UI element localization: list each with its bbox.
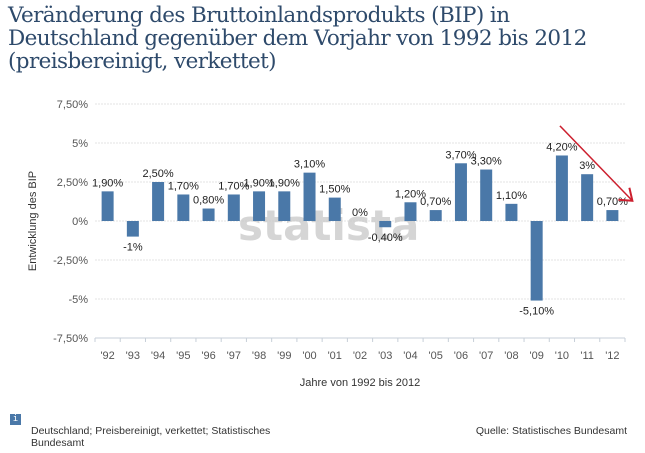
- data-label: 0,70%: [597, 196, 628, 208]
- data-label: 1,70%: [168, 180, 199, 192]
- arrow-shaft: [559, 125, 633, 202]
- bar[interactable]: [202, 208, 215, 221]
- data-label: 3,70%: [445, 149, 476, 161]
- data-label: -1%: [123, 242, 143, 254]
- x-tick-label: '05: [429, 350, 443, 362]
- x-tick-label: '10: [555, 350, 569, 362]
- y-tick-label: 5%: [72, 138, 88, 150]
- data-label: 1,70%: [218, 180, 249, 192]
- data-label: 0,80%: [193, 195, 224, 207]
- bar[interactable]: [126, 221, 139, 237]
- x-tick-label: '95: [176, 350, 190, 362]
- bar[interactable]: [379, 221, 392, 228]
- x-tick-label: '98: [252, 350, 266, 362]
- x-tick-label: '03: [378, 350, 392, 362]
- x-tick-label: '07: [479, 350, 493, 362]
- y-tick-label: 7,50%: [57, 99, 88, 111]
- bar[interactable]: [227, 194, 240, 221]
- x-tick-label: '04: [403, 350, 417, 362]
- bar[interactable]: [454, 163, 467, 221]
- data-label: 0%: [352, 207, 368, 219]
- x-tick-label: '92: [100, 350, 114, 362]
- bar[interactable]: [530, 221, 543, 301]
- x-tick-label: '94: [151, 350, 165, 362]
- x-axis-label: Jahre von 1992 bis 2012: [300, 377, 420, 389]
- x-tick-label: '97: [227, 350, 241, 362]
- bar[interactable]: [606, 210, 619, 221]
- footer-note: Deutschland; Preisbereinigt, verkettet; …: [31, 425, 271, 449]
- x-axis-ticks: '92 '93 '94 '95 '96 '97 '98 '99 '00 '01 '02 '03 '04 '…: [94, 338, 626, 362]
- data-label: 3,30%: [471, 156, 502, 168]
- x-tick-label: '96: [201, 350, 215, 362]
- bar[interactable]: [480, 169, 493, 221]
- bar[interactable]: [404, 202, 417, 221]
- bars: [101, 155, 619, 301]
- bar[interactable]: [581, 174, 594, 221]
- bar[interactable]: [177, 194, 190, 221]
- x-tick-label: '09: [529, 350, 543, 362]
- bar[interactable]: [505, 203, 518, 221]
- data-label: 1,90%: [243, 177, 274, 189]
- y-axis-ticks: 7,50% 5% 2,50% 0% -2,50% -5% -7,50%: [53, 99, 88, 345]
- bar[interactable]: [278, 191, 291, 221]
- y-axis-label: Entwicklung des BIP: [27, 171, 39, 271]
- data-label: -5,10%: [519, 306, 554, 318]
- data-label: 3%: [579, 160, 595, 172]
- y-tick-label: -2,50%: [53, 255, 88, 267]
- data-label: -0,40%: [368, 232, 403, 244]
- y-tick-label: 0%: [72, 216, 88, 228]
- chart-title: Veränderung des Bruttoinlandsprodukts (B…: [8, 3, 587, 74]
- bar[interactable]: [253, 191, 266, 221]
- x-tick-label: '11: [580, 350, 594, 362]
- y-tick-label: -5%: [68, 294, 88, 306]
- trend-arrow-annotation: [559, 125, 634, 202]
- data-label: 1,90%: [92, 177, 123, 189]
- bar[interactable]: [303, 172, 316, 221]
- x-tick-label: '99: [277, 350, 291, 362]
- bar[interactable]: [101, 191, 114, 221]
- x-tick-label: '93: [126, 350, 140, 362]
- bar[interactable]: [555, 155, 568, 221]
- bar[interactable]: [152, 182, 165, 221]
- x-tick-label: '12: [605, 350, 619, 362]
- source-link[interactable]: Quelle: Statistisches Bundesamt: [475, 425, 627, 437]
- data-label: 1,50%: [319, 184, 350, 196]
- bar-chart: statista 1,90%-1%2,50%1,70%0,80%1,70%1,9…: [27, 99, 634, 389]
- x-tick-label: '00: [302, 350, 316, 362]
- data-label: 1,20%: [395, 188, 426, 200]
- x-tick-label: '01: [328, 350, 342, 362]
- x-tick-label: '02: [353, 350, 367, 362]
- bar[interactable]: [328, 197, 341, 221]
- data-label: 2,50%: [142, 168, 173, 180]
- data-labels: 1,90%-1%2,50%1,70%0,80%1,70%1,90%1,90%3,…: [92, 141, 628, 317]
- y-tick-label: -7,50%: [53, 333, 88, 345]
- x-tick-label: '06: [454, 350, 468, 362]
- data-label: 1,10%: [496, 190, 527, 202]
- x-tick-label: '08: [504, 350, 518, 362]
- data-label: 1,90%: [269, 177, 300, 189]
- arrow-head: [618, 187, 634, 202]
- y-tick-label: 2,50%: [57, 177, 88, 189]
- info-icon[interactable]: i: [10, 414, 21, 425]
- data-label: 3,10%: [294, 159, 325, 171]
- data-label: 4,20%: [546, 141, 577, 153]
- bar[interactable]: [429, 210, 442, 221]
- data-label: 0,70%: [420, 196, 451, 208]
